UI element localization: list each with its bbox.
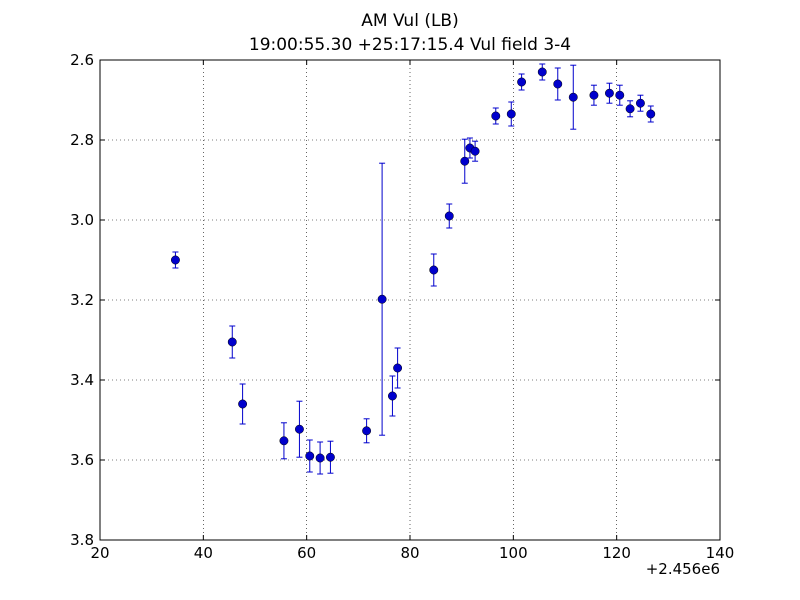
data-point bbox=[294, 400, 304, 458]
data-points bbox=[170, 63, 656, 475]
data-marker bbox=[517, 77, 527, 87]
y-tick-label: 3.4 bbox=[70, 371, 94, 389]
plot-area-frame bbox=[99, 59, 721, 541]
x-tick-label: 40 bbox=[194, 544, 213, 562]
y-tick-label: 3.2 bbox=[70, 291, 94, 309]
data-point bbox=[517, 73, 527, 91]
data-marker bbox=[604, 88, 614, 98]
data-point bbox=[589, 84, 599, 106]
data-point bbox=[325, 440, 335, 474]
data-point bbox=[238, 383, 248, 425]
data-point bbox=[553, 67, 563, 101]
x-tick-label: 60 bbox=[297, 544, 316, 562]
data-marker bbox=[325, 452, 335, 462]
data-point bbox=[429, 253, 439, 287]
data-marker bbox=[568, 92, 578, 102]
data-point bbox=[460, 138, 470, 184]
axis-ticks: 20 40 60 80 100 120 140 2.6 2.8 3.0 3.2 3.4 3.6 3.8 bbox=[70, 51, 734, 562]
data-marker bbox=[491, 111, 501, 121]
data-marker bbox=[429, 265, 439, 275]
y-tick-label: 3.6 bbox=[70, 451, 94, 469]
grid bbox=[100, 60, 720, 540]
data-point bbox=[387, 375, 397, 417]
data-marker bbox=[362, 426, 372, 436]
data-marker bbox=[625, 104, 635, 114]
x-tick-label: 20 bbox=[90, 544, 109, 562]
data-marker bbox=[279, 436, 289, 446]
data-marker bbox=[635, 98, 645, 108]
data-marker bbox=[170, 255, 180, 265]
data-marker bbox=[589, 90, 599, 100]
data-marker bbox=[460, 156, 470, 166]
data-marker bbox=[444, 211, 454, 221]
data-marker bbox=[387, 391, 397, 401]
x-tick-label: 120 bbox=[602, 544, 631, 562]
data-point bbox=[393, 347, 403, 389]
data-point bbox=[170, 251, 180, 269]
data-point bbox=[604, 82, 614, 104]
data-point bbox=[506, 101, 516, 127]
data-point bbox=[635, 94, 645, 112]
data-point bbox=[646, 105, 656, 123]
data-point bbox=[305, 439, 315, 473]
y-tick-label: 3.0 bbox=[70, 211, 94, 229]
data-marker bbox=[305, 451, 315, 461]
y-tick-label: 3.8 bbox=[70, 531, 94, 549]
data-point bbox=[377, 162, 387, 436]
data-marker bbox=[537, 67, 547, 77]
data-marker bbox=[393, 363, 403, 373]
data-point bbox=[491, 107, 501, 125]
data-marker bbox=[377, 294, 387, 304]
data-point bbox=[444, 203, 454, 229]
data-marker bbox=[294, 424, 304, 434]
chart-title: AM Vul (LB) bbox=[361, 11, 459, 31]
data-point bbox=[568, 64, 578, 130]
data-point bbox=[470, 140, 480, 162]
data-marker bbox=[506, 109, 516, 119]
data-marker bbox=[227, 337, 237, 347]
chart-subtitle: 19:00:55.30 +25:17:15.4 Vul field 3-4 bbox=[248, 35, 572, 55]
data-marker bbox=[470, 146, 480, 156]
x-axis-offset-label: +2.456e6 bbox=[645, 560, 720, 578]
data-marker bbox=[615, 90, 625, 100]
data-point bbox=[625, 100, 635, 118]
x-tick-label: 100 bbox=[499, 544, 528, 562]
data-marker bbox=[238, 399, 248, 409]
data-point bbox=[279, 422, 289, 460]
data-point bbox=[537, 63, 547, 81]
y-tick-label: 2.8 bbox=[70, 131, 94, 149]
data-point bbox=[615, 84, 625, 106]
data-point bbox=[227, 325, 237, 359]
data-point bbox=[315, 441, 325, 475]
y-tick-label: 2.6 bbox=[70, 51, 94, 69]
data-marker bbox=[315, 453, 325, 463]
data-point bbox=[362, 418, 372, 444]
data-marker bbox=[553, 79, 563, 89]
data-marker bbox=[646, 109, 656, 119]
x-tick-label: 80 bbox=[400, 544, 419, 562]
x-tick-label: 140 bbox=[706, 544, 735, 562]
